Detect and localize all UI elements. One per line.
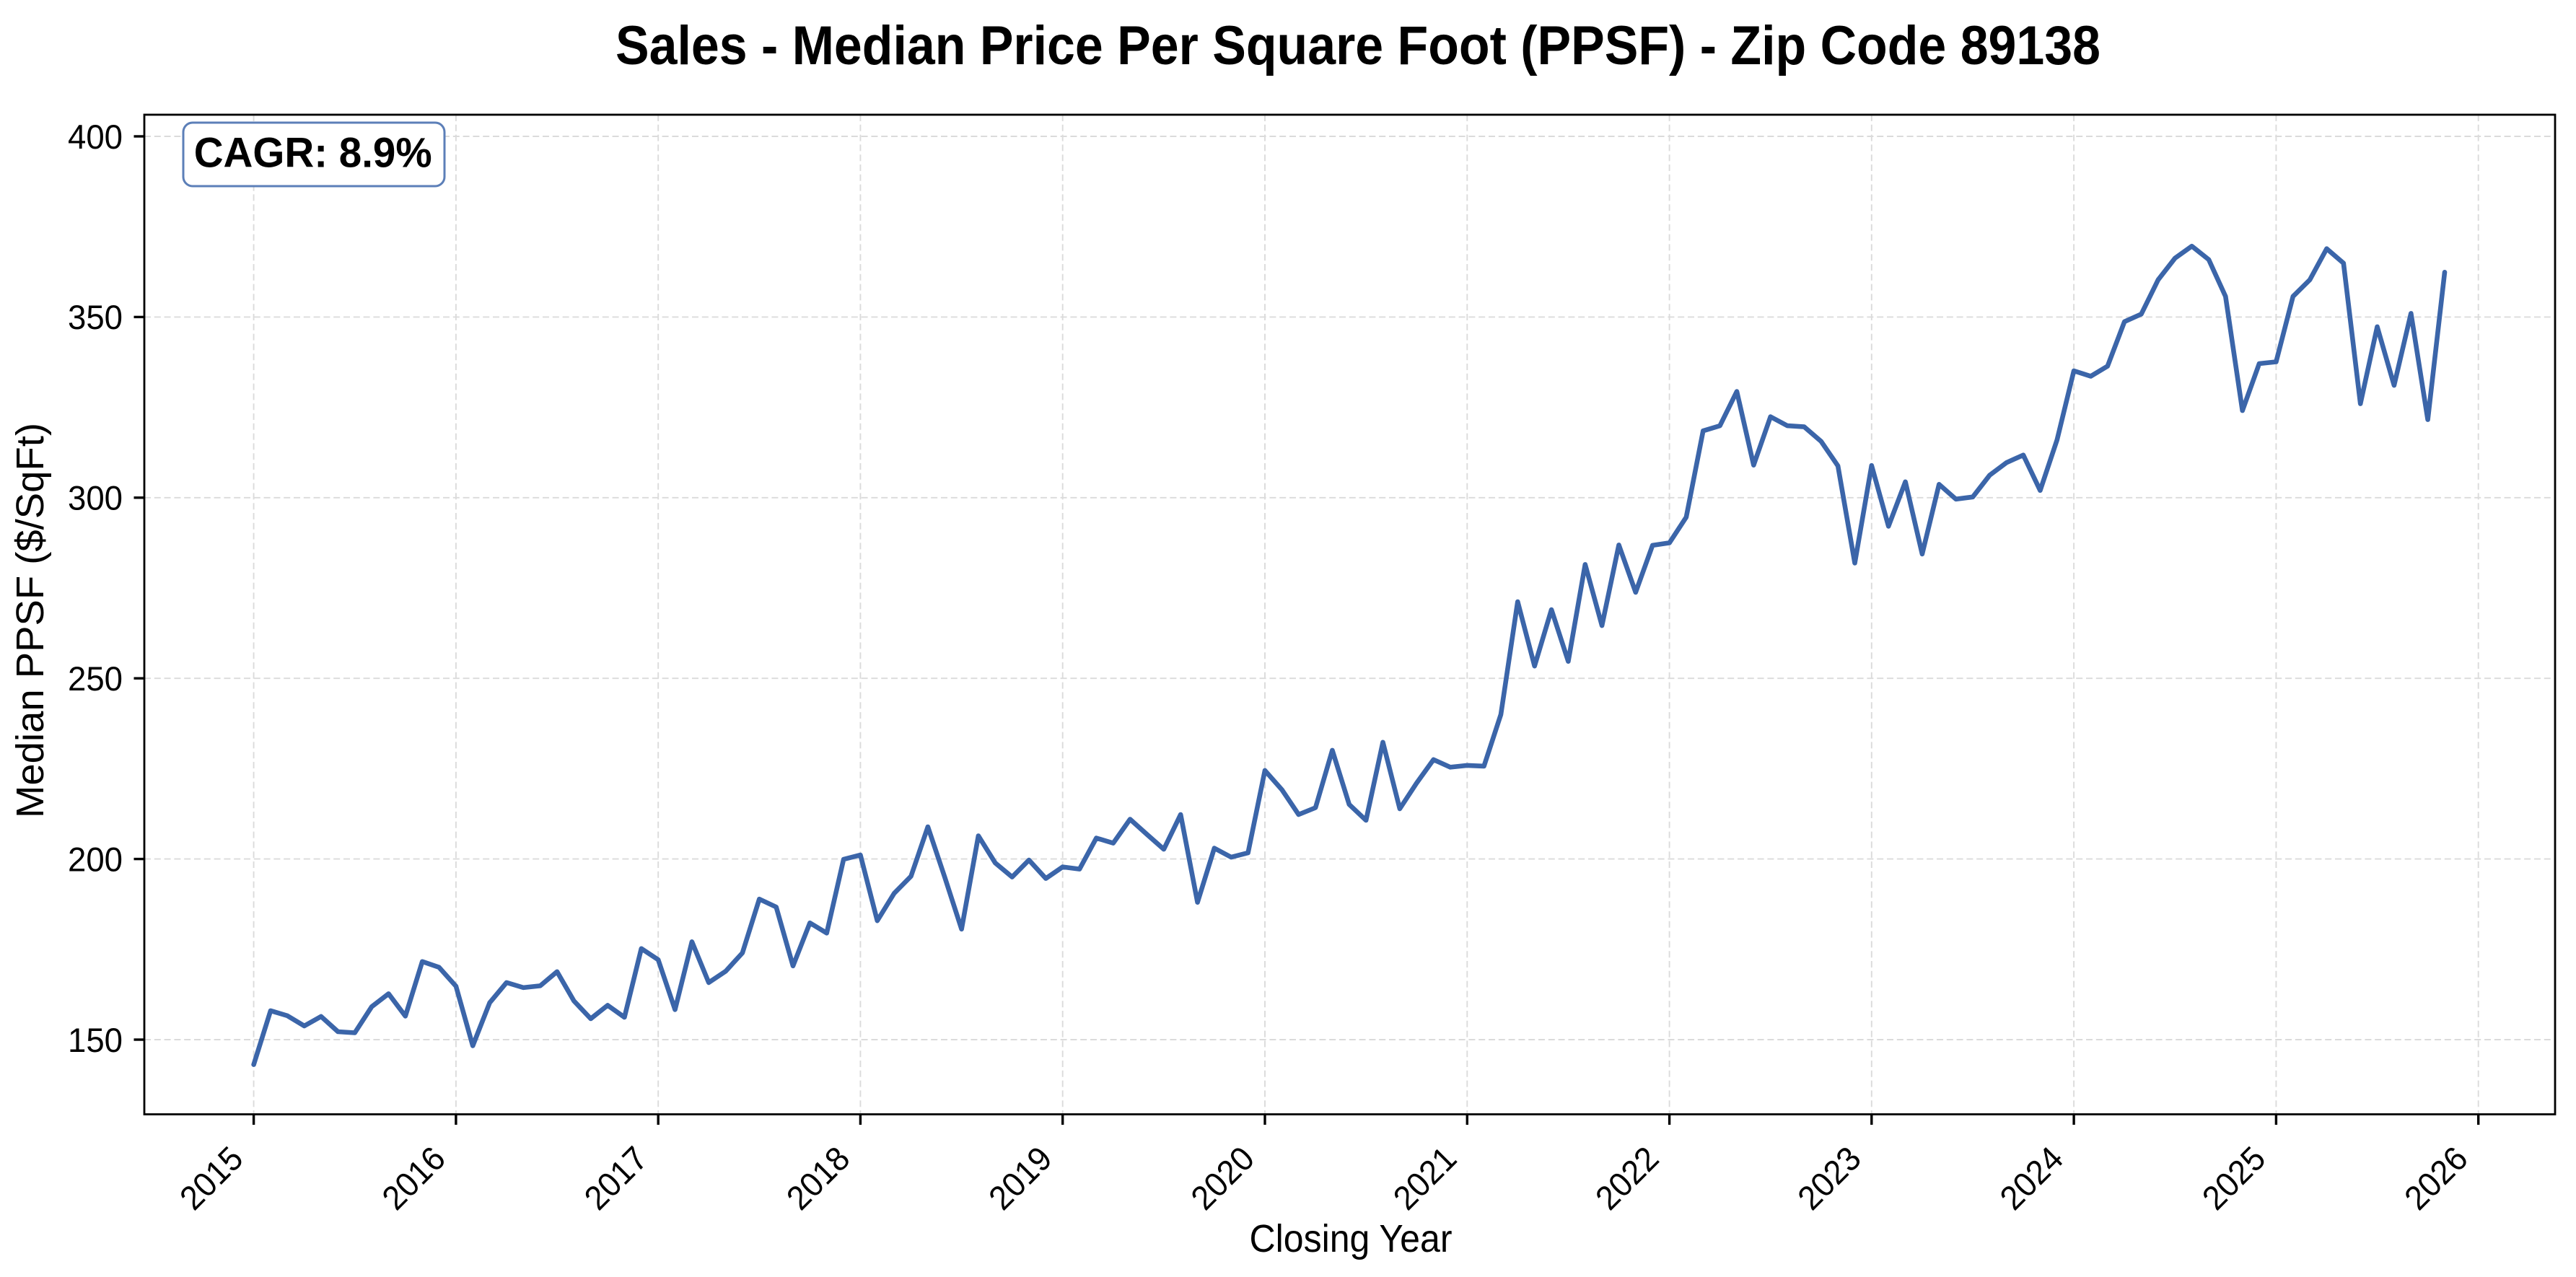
svg-text:Sales - Median Price Per Squar: Sales - Median Price Per Square Foot (PP… xyxy=(615,15,2100,76)
svg-text:Median PPSF ($/SqFt): Median PPSF ($/SqFt) xyxy=(9,423,52,818)
svg-text:400: 400 xyxy=(68,118,123,156)
svg-text:350: 350 xyxy=(68,298,123,336)
svg-text:Closing Year: Closing Year xyxy=(1250,1217,1453,1260)
svg-text:200: 200 xyxy=(68,840,123,878)
svg-text:300: 300 xyxy=(68,479,123,517)
svg-text:150: 150 xyxy=(68,1021,123,1059)
svg-text:CAGR: 8.9%: CAGR: 8.9% xyxy=(194,129,432,176)
svg-text:250: 250 xyxy=(68,659,123,698)
